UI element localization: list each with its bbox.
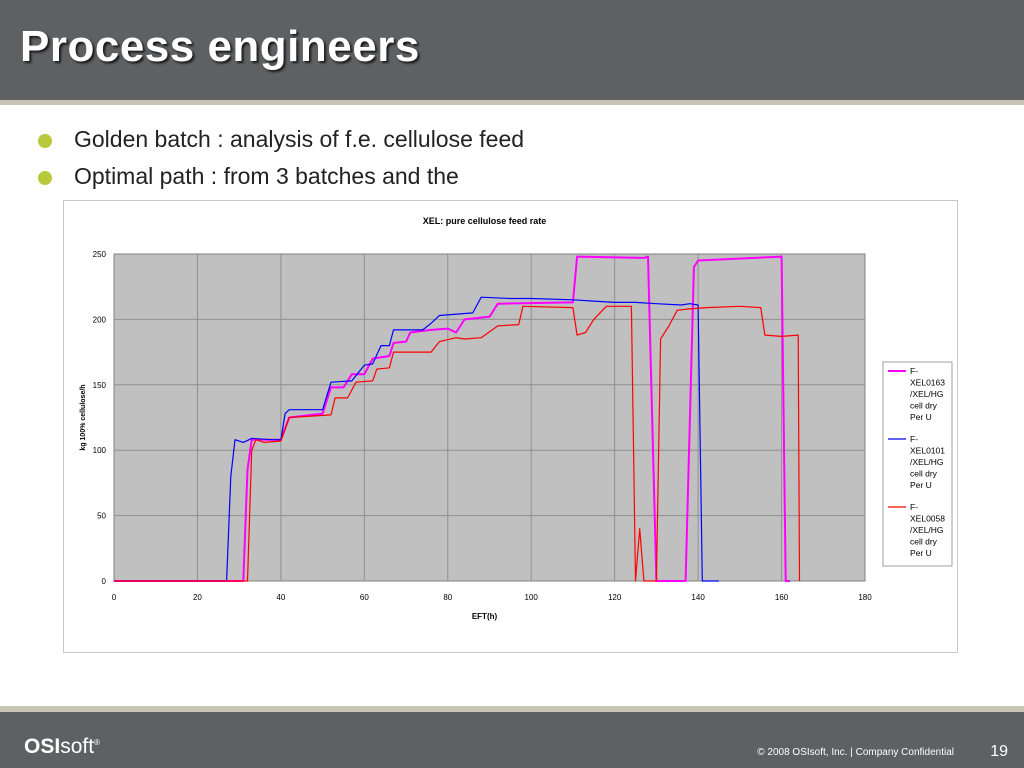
- legend-label-line: /XEL/HG: [910, 457, 944, 467]
- legend-label-line: XEL0058: [910, 514, 945, 524]
- bullet-item: Golden batch : analysis of f.e. cellulos…: [38, 125, 598, 154]
- bullet-list: Golden batch : analysis of f.e. cellulos…: [38, 125, 598, 191]
- x-tick-label: 160: [775, 593, 789, 602]
- header-divider: [0, 100, 1024, 105]
- osisoft-logo: OSIsoft®: [24, 735, 100, 759]
- bullet-text: Optimal path : from 3 batches and the: [74, 163, 459, 189]
- legend-label-line: /XEL/HG: [910, 525, 944, 535]
- series-line-1: [114, 255, 790, 582]
- series-line-3: [114, 305, 801, 582]
- x-axis-label: EFT(h): [472, 612, 498, 621]
- line-chart: XEL: pure cellulose feed rate 0 20 40 60 80 10…: [80, 216, 953, 621]
- slide-title: Process engineers: [20, 22, 420, 71]
- y-tick-label: 150: [93, 381, 107, 390]
- footer-divider: [0, 706, 1024, 712]
- bullet-dot-icon: [38, 171, 52, 185]
- legend-label-line: F-: [910, 434, 918, 444]
- page-number: 19: [990, 743, 1008, 760]
- slide-header: Process engineers: [0, 0, 1024, 100]
- legend-label-line: Per U: [910, 548, 932, 558]
- logo-light-text: soft: [60, 735, 95, 758]
- legend-label-line: XEL0163: [910, 378, 945, 388]
- chart-title: XEL: pure cellulose feed rate: [423, 216, 547, 226]
- logo-bold-text: OSI: [24, 735, 61, 758]
- x-tick-label: 180: [858, 593, 872, 602]
- bullet-text: Golden batch : analysis of f.e. cellulos…: [74, 126, 525, 152]
- bullet-dot-icon: [38, 134, 52, 148]
- series-line-2: [114, 296, 719, 582]
- y-axis-label: kg 100% cellulose/h: [80, 384, 87, 450]
- y-tick-label: 0: [102, 577, 107, 586]
- slide-footer: [0, 712, 1024, 768]
- legend-label-line: F-: [910, 502, 918, 512]
- legend-label-line: XEL0101: [910, 446, 945, 456]
- y-tick-label: 50: [97, 512, 106, 521]
- y-tick-label: 250: [93, 250, 107, 259]
- x-tick-label: 100: [525, 593, 539, 602]
- copyright-text: © 2008 OSIsoft, Inc. | Company Confident…: [757, 747, 954, 758]
- x-tick-label: 40: [276, 593, 285, 602]
- x-tick-label: 0: [112, 593, 117, 602]
- legend-label-line: cell dry: [910, 469, 938, 479]
- legend-label-line: /XEL/HG: [910, 389, 944, 399]
- x-tick-label: 140: [691, 593, 705, 602]
- y-tick-label: 100: [93, 446, 107, 455]
- legend-label-line: Per U: [910, 412, 932, 422]
- legend-label-line: cell dry: [910, 401, 938, 411]
- y-tick-label: 200: [93, 315, 107, 324]
- logo-registered-mark: ®: [94, 738, 100, 747]
- bullet-item: Optimal path : from 3 batches and the: [38, 162, 598, 191]
- x-tick-label: 60: [360, 593, 369, 602]
- legend-label-line: F-: [910, 366, 918, 376]
- x-tick-label: 120: [608, 593, 622, 602]
- x-tick-label: 80: [443, 593, 452, 602]
- legend-label-line: Per U: [910, 480, 932, 490]
- chart-container: XEL: pure cellulose feed rate 0 20 40 60 80 10…: [63, 200, 958, 653]
- plot-area: [113, 253, 866, 582]
- x-tick-label: 20: [193, 593, 202, 602]
- legend-label-line: cell dry: [910, 537, 938, 547]
- legend-box: [882, 361, 953, 567]
